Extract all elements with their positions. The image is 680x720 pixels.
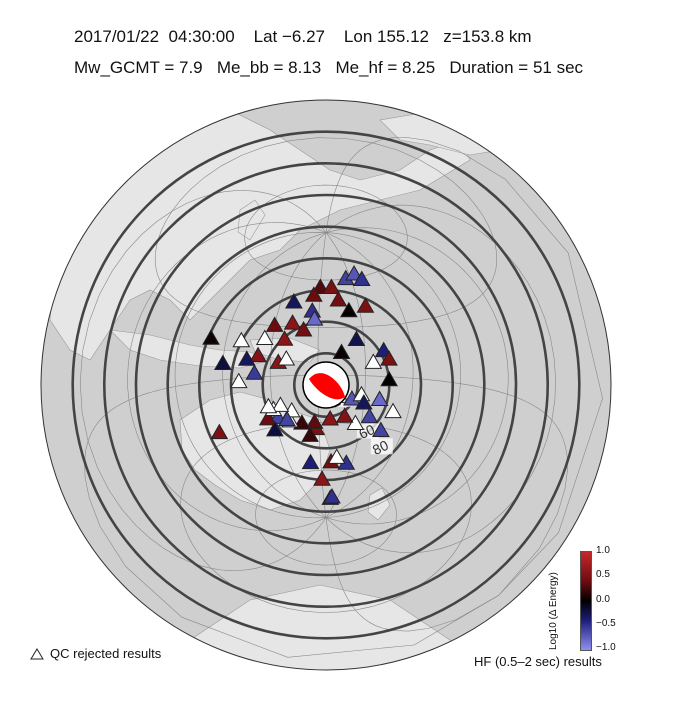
- mw-value: Mw_GCMT = 7.9: [74, 58, 203, 77]
- station-marker: [249, 346, 267, 363]
- station-marker: [210, 423, 229, 440]
- colorbar-tick: 1.0: [596, 545, 610, 556]
- station-marker: [278, 410, 296, 427]
- colorbar-tick: 0.5: [596, 569, 610, 580]
- colorbar-tick: 0.0: [596, 594, 610, 605]
- station-marker: [322, 278, 341, 295]
- station-marker: [265, 316, 284, 332]
- distance-ring-160: [71, 130, 581, 640]
- distance-ring-20: [292, 351, 359, 418]
- station-marker: [354, 394, 373, 410]
- event-date: 2017/01/22: [74, 27, 160, 46]
- me-bb-value: Me_bb = 8.13: [216, 58, 322, 77]
- station-marker: [304, 286, 323, 302]
- station-marker: [305, 310, 324, 326]
- globe-outline: [40, 99, 612, 671]
- station-marker: [380, 350, 398, 366]
- station-marker: [214, 354, 232, 370]
- colorbar-title: Log10 (Δ Energy): [548, 572, 559, 650]
- station-marker: [237, 350, 256, 366]
- station-marker: [370, 390, 389, 406]
- stations: [202, 265, 402, 505]
- title-line-2: Mw_GCMT = 7.9 Me_bb = 8.13 Me_hf = 8.25 …: [74, 58, 583, 78]
- station-qc-rejected-marker: [327, 448, 346, 464]
- station-marker: [332, 343, 351, 359]
- station-marker: [283, 314, 302, 330]
- ring-label-80: 80: [370, 437, 391, 458]
- station-marker: [345, 265, 363, 281]
- station-marker: [202, 329, 220, 345]
- distance-ring-80: [198, 256, 454, 513]
- parallel-line: [255, 469, 397, 566]
- station-marker: [311, 278, 330, 295]
- station-qc-rejected-marker: [277, 349, 296, 366]
- station-marker: [380, 370, 398, 387]
- station-marker: [347, 330, 366, 347]
- colorbar-gradient: [580, 551, 592, 651]
- asia-landmass: [49, 109, 471, 361]
- event-depth: z=153.8 km: [443, 27, 532, 46]
- event-lon: Lon 155.12: [343, 27, 430, 46]
- station-qc-rejected-marker: [364, 353, 383, 369]
- hf-results-label: HF (0.5–2 sec) results: [474, 654, 602, 669]
- station-marker: [301, 426, 319, 442]
- duration-value: Duration = 51 sec: [449, 58, 584, 77]
- station-marker: [356, 297, 375, 313]
- event-time: 04:30:00: [168, 27, 235, 46]
- qc-legend-label: QC rejected results: [50, 646, 162, 661]
- station-marker: [360, 407, 379, 424]
- station-marker: [352, 270, 371, 286]
- station-qc-rejected-marker: [259, 397, 278, 414]
- parallel-line: [84, 374, 568, 658]
- me-hf-value: Me_hf = 8.25: [335, 58, 436, 77]
- station-marker: [323, 487, 341, 504]
- station-qc-rejected-marker: [232, 331, 251, 348]
- qc-legend-triangle-icon: [30, 647, 44, 659]
- beachball: [302, 361, 350, 409]
- colorbar: 1.0 0.5 0.0 −0.5 −1.0: [574, 545, 634, 653]
- ring-label-bg: [370, 438, 393, 455]
- station-marker: [294, 321, 313, 337]
- title-line-1: 2017/01/22 04:30:00 Lat −6.27 Lon 155.12…: [74, 27, 532, 47]
- station-marker: [313, 470, 331, 486]
- station-marker: [335, 407, 354, 423]
- station-marker: [339, 301, 358, 318]
- distance-rings: [71, 130, 581, 640]
- colorbar-tick: −0.5: [596, 618, 616, 629]
- station-marker: [305, 413, 324, 429]
- station-marker: [301, 453, 320, 470]
- distance-ring-100: [166, 225, 486, 545]
- station-qc-rejected-marker: [229, 372, 248, 389]
- station-marker: [275, 330, 294, 346]
- distance-ring-140: [103, 162, 549, 608]
- station-marker: [329, 291, 348, 307]
- station-marker: [371, 421, 390, 438]
- station-qc-rejected-marker: [384, 402, 402, 419]
- distance-ring-120: [134, 193, 518, 577]
- beachball-compression-quadrant: [309, 373, 345, 400]
- station-marker: [266, 420, 284, 437]
- station-qc-rejected-marker: [271, 396, 290, 412]
- colorbar-tick: −1.0: [596, 642, 616, 653]
- qc-legend: QC rejected results: [30, 646, 161, 661]
- station-marker: [258, 409, 277, 426]
- event-lat: Lat −6.27: [253, 27, 326, 46]
- station-marker: [321, 410, 339, 426]
- indonesia-landmass: [109, 329, 271, 369]
- station-marker: [245, 364, 264, 380]
- station-marker: [285, 292, 303, 309]
- station-qc-rejected-marker: [255, 329, 274, 346]
